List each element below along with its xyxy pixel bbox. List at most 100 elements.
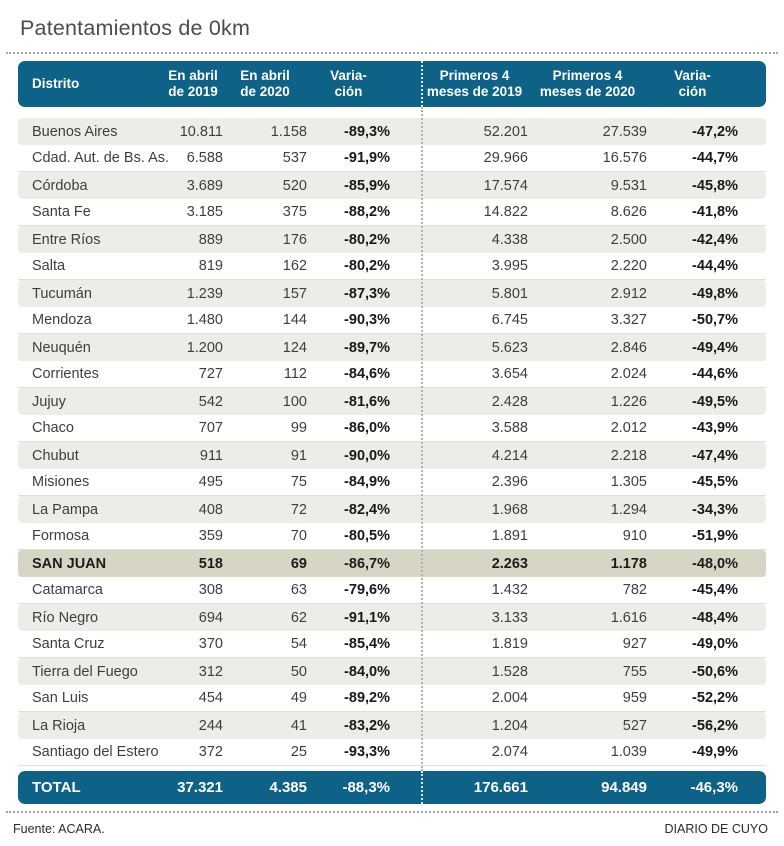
value-april-2020: 375 <box>282 204 307 220</box>
district-cell: La Rioja <box>32 717 86 734</box>
value-april-2019: 312 <box>198 663 223 680</box>
district-cell: Jujuy <box>32 393 66 410</box>
district-cell: Corrientes <box>32 366 99 382</box>
value-first4-2020: 782 <box>622 582 647 598</box>
district-cell: Córdoba <box>32 177 88 194</box>
value-first4-2019: 17.574 <box>483 177 528 194</box>
header-line: Varia- <box>674 68 711 83</box>
variation-april: -79,6% <box>344 582 390 598</box>
variation-first4: -45,8% <box>692 177 738 194</box>
variation-april: -90,3% <box>344 312 390 328</box>
header-line: meses de 2019 <box>426 84 523 99</box>
table-row: San Luis 454 49 -89,2% 2.004 959 -52,2% <box>18 685 766 712</box>
value-first4-2019: 2.263 <box>491 555 528 572</box>
district-cell: Santa Fe <box>32 204 91 220</box>
value-first4-2020: 1.294 <box>610 501 647 518</box>
variation-first4: -45,5% <box>692 474 738 490</box>
variation-april: -80,5% <box>344 528 390 544</box>
variation-april: -84,9% <box>344 474 390 490</box>
value-april-2019: 911 <box>199 447 223 464</box>
value-april-2020: 54 <box>290 636 307 652</box>
district-cell: La Pampa <box>32 501 99 518</box>
value-april-2019: 1.480 <box>186 312 223 328</box>
value-april-2020: 72 <box>290 501 307 518</box>
variation-first4: -56,2% <box>692 717 738 734</box>
value-april-2019: 889 <box>198 231 223 248</box>
district-cell: Salta <box>32 258 66 274</box>
column-header-variation-april: Varia- ción <box>307 68 390 100</box>
district-cell: Río Negro <box>32 609 99 626</box>
variation-april: -88,2% <box>344 204 390 220</box>
district-cell: Santiago del Estero <box>32 744 159 760</box>
value-first4-2019: 3.133 <box>491 609 528 626</box>
value-april-2020: 144 <box>282 312 307 328</box>
header-line: meses de 2020 <box>539 84 636 99</box>
value-first4-2019: 1.819 <box>491 636 528 652</box>
value-april-2020: 520 <box>282 177 307 194</box>
variation-april: -86,0% <box>344 420 390 436</box>
total-april-2020: 4.385 <box>269 779 307 796</box>
table-row: Río Negro 694 62 -91,1% 3.133 1.616 -48,4% <box>18 604 766 631</box>
value-first4-2020: 2.220 <box>610 258 647 274</box>
table-header: Distrito En abril de 2019 En abril de 20… <box>18 61 766 107</box>
variation-april: -91,9% <box>344 150 390 166</box>
value-april-2019: 10.811 <box>179 123 223 140</box>
value-first4-2020: 910 <box>622 528 647 544</box>
header-line: de 2020 <box>240 84 290 99</box>
header-line: Primeros 4 <box>439 68 510 83</box>
table-rows: Buenos Aires 10.811 1.158 -89,3% 52.201 27.53… <box>18 118 766 766</box>
table-row: Formosa 359 70 -80,5% 1.891 910 -51,9% <box>18 523 766 550</box>
value-april-2020: 112 <box>283 366 307 382</box>
district-cell: Chaco <box>32 420 74 436</box>
variation-april: -89,7% <box>344 339 390 356</box>
variation-april: -90,0% <box>344 447 390 464</box>
variation-first4: -49,0% <box>692 636 738 652</box>
variation-first4: -49,5% <box>692 393 738 410</box>
footer-divider <box>6 811 778 813</box>
value-first4-2020: 1.226 <box>610 393 647 410</box>
value-april-2019: 3.185 <box>186 204 223 220</box>
value-april-2019: 819 <box>198 258 223 274</box>
page-title: Patentamientos de 0km <box>20 16 251 40</box>
table-row: Mendoza 1.480 144 -90,3% 6.745 3.327 -50,7% <box>18 307 766 334</box>
variation-first4: -48,4% <box>692 609 738 626</box>
value-first4-2019: 1.204 <box>491 717 528 734</box>
table-row: Jujuy 542 100 -81,6% 2.428 1.226 -49,5% <box>18 388 766 415</box>
variation-april: -80,2% <box>344 258 390 274</box>
column-header-district: Distrito <box>32 76 80 91</box>
district-cell: Buenos Aires <box>32 123 118 140</box>
value-first4-2020: 2.012 <box>610 420 647 436</box>
district-cell: Catamarca <box>32 582 103 598</box>
group-divider-line <box>421 771 423 804</box>
value-april-2020: 537 <box>282 150 307 166</box>
value-first4-2020: 1.305 <box>610 474 647 490</box>
header-line: ción <box>334 84 363 99</box>
variation-april: -93,3% <box>344 744 390 760</box>
value-april-2020: 25 <box>290 744 307 760</box>
variation-first4: -42,4% <box>692 231 738 248</box>
variation-first4: -43,9% <box>692 420 738 436</box>
value-april-2019: 495 <box>198 474 223 490</box>
district-cell: Neuquén <box>32 339 91 356</box>
value-april-2019: 308 <box>198 582 223 598</box>
value-april-2019: 542 <box>198 393 223 410</box>
value-first4-2020: 9.531 <box>610 177 647 194</box>
district-cell: Entre Ríos <box>32 231 101 248</box>
total-first4-2020: 94.849 <box>601 779 647 796</box>
value-april-2019: 359 <box>198 528 223 544</box>
header-line: En abril <box>240 68 290 83</box>
value-april-2019: 454 <box>198 690 223 706</box>
table-row: Córdoba 3.689 520 -85,9% 17.574 9.531 -45,8% <box>18 172 766 199</box>
table-row: Misiones 495 75 -84,9% 2.396 1.305 -45,5% <box>18 469 766 496</box>
district-cell: Chubut <box>32 447 79 464</box>
value-first4-2019: 3.588 <box>491 420 528 436</box>
value-april-2019: 707 <box>198 420 223 436</box>
variation-first4: -47,2% <box>692 123 738 140</box>
value-first4-2020: 2.218 <box>610 447 647 464</box>
value-april-2020: 157 <box>282 285 307 302</box>
district-cell: San Luis <box>32 690 89 706</box>
value-april-2020: 176 <box>282 231 307 248</box>
value-first4-2020: 959 <box>622 690 647 706</box>
variation-first4: -50,7% <box>692 312 738 328</box>
variation-april: -89,2% <box>344 690 390 706</box>
